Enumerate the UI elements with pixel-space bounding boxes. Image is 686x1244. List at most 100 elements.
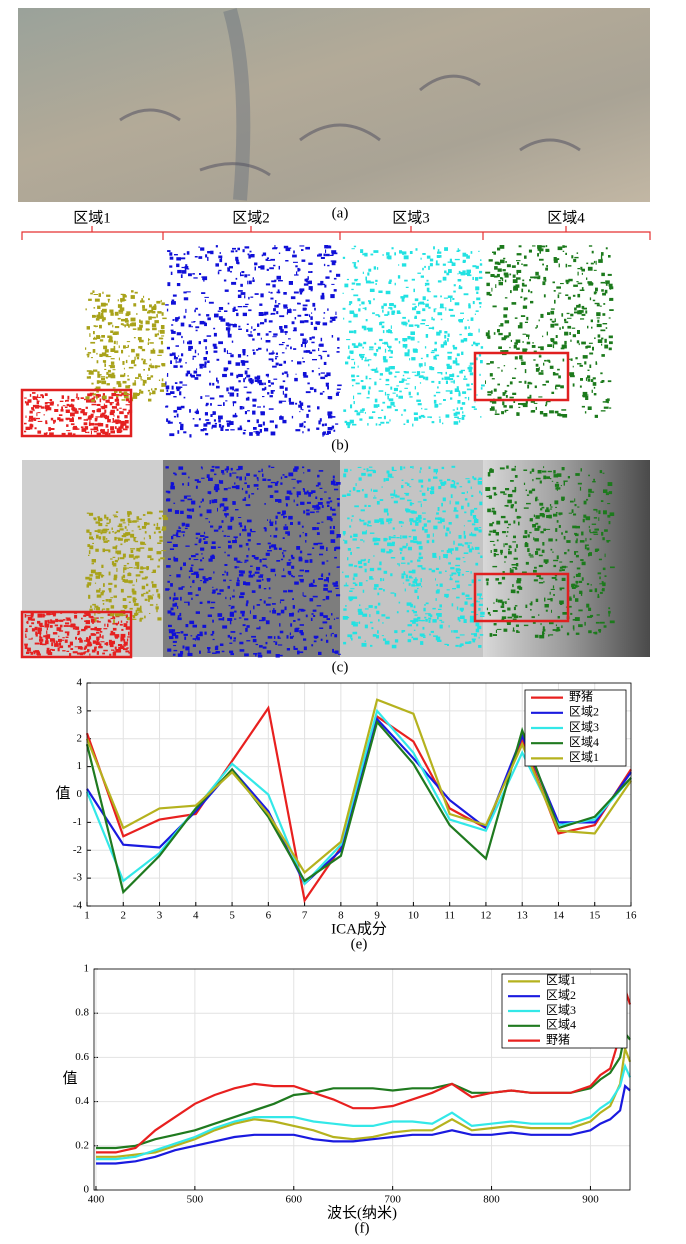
- speckle: [26, 615, 30, 616]
- speckle: [539, 555, 543, 557]
- speckle: [411, 357, 415, 360]
- speckle: [94, 307, 96, 309]
- speckle: [499, 325, 502, 326]
- speckle: [37, 431, 41, 434]
- speckle: [35, 627, 38, 631]
- speckle: [540, 411, 543, 414]
- speckle: [366, 319, 368, 321]
- speckle: [403, 344, 408, 348]
- speckle: [129, 554, 134, 558]
- speckle: [518, 403, 523, 405]
- speckle: [389, 536, 391, 540]
- speckle: [598, 339, 603, 343]
- speckle: [425, 346, 426, 348]
- speckle: [574, 498, 575, 501]
- speckle: [175, 319, 177, 322]
- speckle: [189, 576, 190, 578]
- speckle: [258, 576, 263, 578]
- speckle: [91, 617, 95, 618]
- speckle: [109, 310, 112, 313]
- speckle: [243, 581, 246, 585]
- speckle: [509, 347, 510, 348]
- speckle: [546, 245, 548, 247]
- speckle: [173, 396, 176, 397]
- speckle: [112, 422, 116, 423]
- speckle: [602, 380, 605, 382]
- speckle: [148, 548, 153, 551]
- speckle: [434, 349, 436, 351]
- speckle: [161, 335, 164, 336]
- speckle: [306, 615, 308, 618]
- speckle: [223, 498, 228, 501]
- speckle: [448, 269, 452, 273]
- speckle: [507, 531, 509, 533]
- speckle: [438, 609, 442, 610]
- speckle: [352, 379, 356, 381]
- speckle: [243, 432, 246, 434]
- speckle: [57, 404, 58, 406]
- speckle: [276, 516, 278, 519]
- speckle: [382, 326, 385, 329]
- speckle: [336, 618, 339, 619]
- speckle: [149, 317, 150, 320]
- speckle: [545, 604, 549, 608]
- speckle: [386, 252, 390, 255]
- speckle: [543, 581, 544, 583]
- speckle: [65, 407, 68, 408]
- speckle: [128, 520, 132, 523]
- speckle: [116, 649, 120, 653]
- speckle: [124, 396, 129, 399]
- speckle: [433, 533, 434, 537]
- speckle: [248, 274, 251, 275]
- speckle: [593, 382, 597, 386]
- speckle: [102, 431, 105, 434]
- speckle: [569, 332, 571, 335]
- speckle: [386, 330, 391, 333]
- speckle: [550, 592, 551, 595]
- speckle: [548, 634, 549, 636]
- speckle: [361, 354, 365, 355]
- speckle: [123, 554, 126, 558]
- speckle: [593, 632, 597, 634]
- speckle: [282, 342, 285, 343]
- speckle: [378, 603, 380, 606]
- speckle: [254, 263, 257, 266]
- speckle: [162, 378, 164, 381]
- speckle: [246, 473, 250, 476]
- speckle: [391, 537, 396, 539]
- speckle: [566, 264, 568, 268]
- speckle: [604, 407, 609, 409]
- speckle: [472, 523, 475, 525]
- speckle: [263, 406, 265, 408]
- speckle: [558, 375, 561, 378]
- speckle: [590, 538, 592, 540]
- speckle: [229, 651, 233, 654]
- speckle: [298, 522, 301, 525]
- speckle: [589, 529, 591, 532]
- speckle: [394, 535, 396, 536]
- speckle: [242, 488, 243, 490]
- speckle: [326, 254, 330, 256]
- speckle: [126, 398, 129, 401]
- speckle: [306, 513, 310, 516]
- speckle: [204, 339, 208, 342]
- speckle: [600, 306, 602, 307]
- speckle: [267, 519, 268, 521]
- speckle: [450, 391, 453, 394]
- speckle: [305, 560, 309, 563]
- speckle: [172, 300, 175, 302]
- speckle: [463, 557, 465, 558]
- speckle: [561, 409, 566, 411]
- speckle: [382, 310, 384, 313]
- speckle: [602, 582, 605, 586]
- speckle: [113, 515, 117, 516]
- speckle: [347, 357, 350, 359]
- speckle: [585, 545, 589, 546]
- speckle: [125, 385, 130, 388]
- speckle: [144, 380, 145, 383]
- speckle: [218, 547, 221, 548]
- speckle: [556, 388, 557, 389]
- speckle: [232, 341, 233, 343]
- speckle: [251, 331, 252, 333]
- speckle: [321, 284, 325, 285]
